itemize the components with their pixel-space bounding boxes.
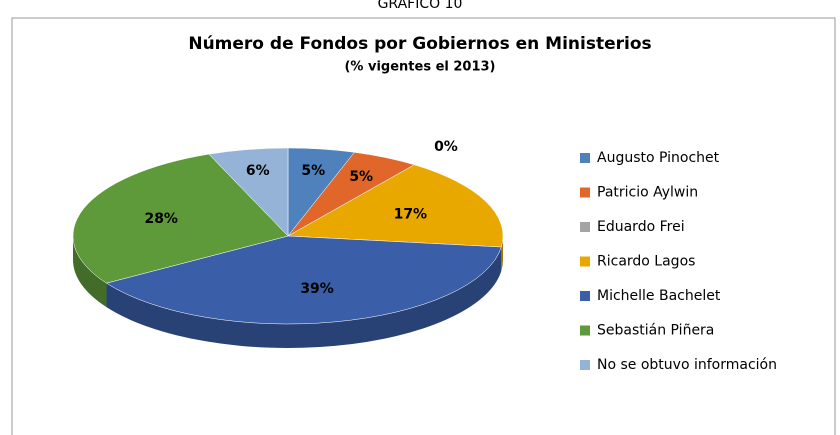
data-label: 0% (434, 139, 458, 155)
slice (72, 153, 289, 284)
legend-label: Sebastián Piñera (597, 323, 714, 339)
chart-subtitle: (% vigentes el 2013) (344, 60, 495, 75)
data-label: 6% (246, 163, 270, 179)
legend-swatch (580, 187, 590, 198)
legend-label: Patricio Aylwin (597, 185, 698, 201)
legend-label: No se obtuvo información (597, 357, 777, 373)
slice (208, 147, 289, 237)
legend-label: Ricardo Lagos (597, 254, 695, 270)
data-label: 39% (300, 281, 334, 297)
data-label: 28% (144, 211, 178, 227)
slice-side (73, 236, 107, 308)
slice (105, 235, 502, 325)
data-label: 5% (301, 163, 325, 179)
legend-swatch (580, 222, 590, 232)
data-label: 17% (394, 206, 428, 222)
data-label: 5% (349, 169, 373, 185)
legend-label: Eduardo Frei (597, 219, 685, 235)
legend-label: Michelle Bachelet (597, 288, 721, 304)
legend-swatch (580, 256, 590, 267)
slice (287, 164, 504, 248)
legend-swatch (580, 291, 590, 301)
legend-swatch (580, 325, 590, 336)
chart-header: GRÁFICO 10 (378, 0, 463, 12)
chart-title: Número de Fondos por Gobiernos en Minist… (188, 34, 651, 54)
slice-side (106, 247, 502, 349)
legend-swatch (580, 153, 590, 163)
slice-side (501, 236, 503, 272)
legend-swatch (580, 360, 590, 370)
legend-label: Augusto Pinochet (597, 150, 720, 166)
